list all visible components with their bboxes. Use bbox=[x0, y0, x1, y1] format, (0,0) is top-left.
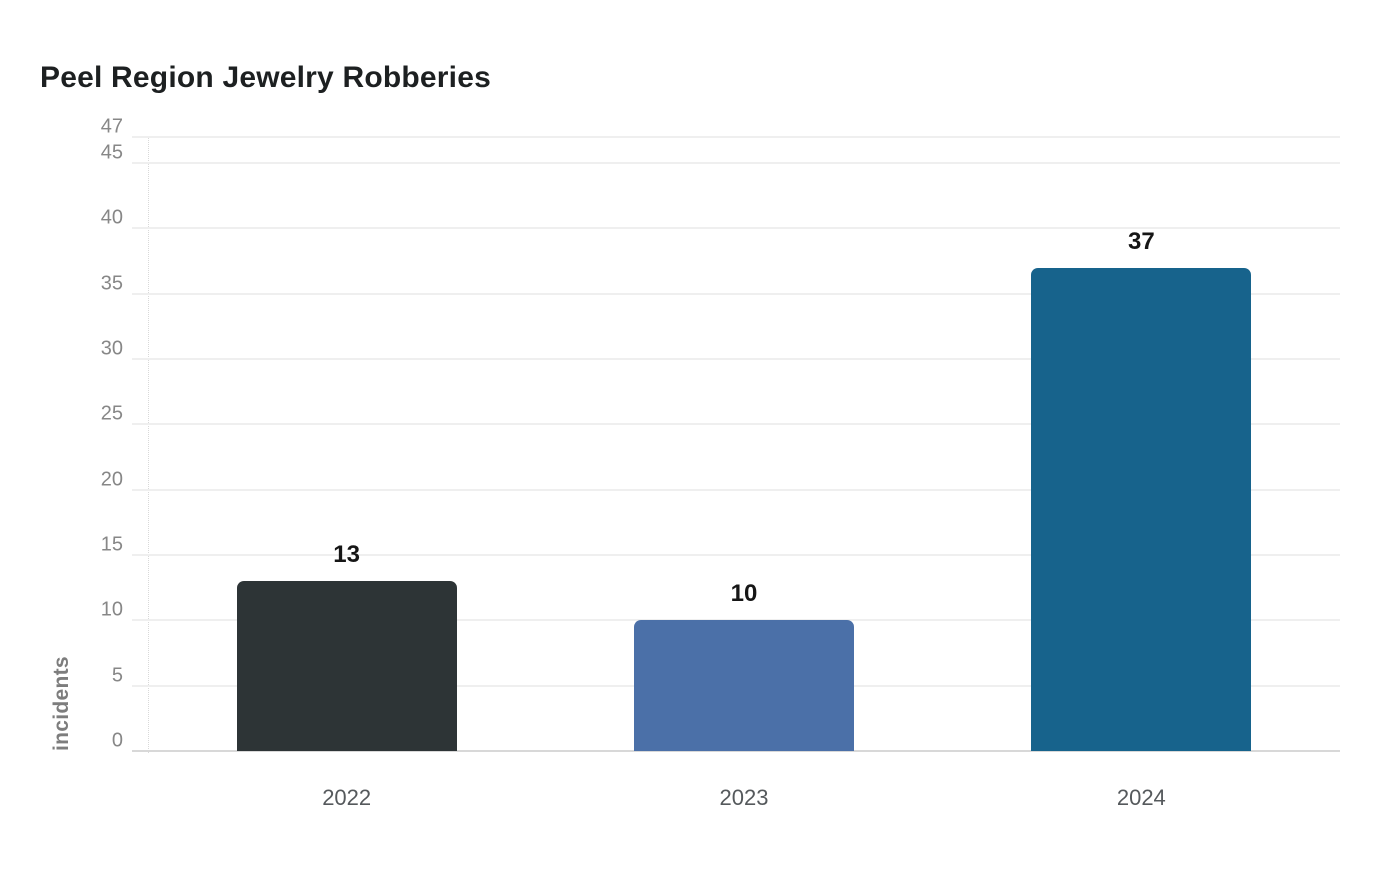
bar-value-label: 37 bbox=[1127, 227, 1155, 255]
y-tick-label: 35 bbox=[100, 272, 123, 295]
y-tick-label: 20 bbox=[100, 468, 123, 491]
bar-value-label: 10 bbox=[730, 580, 758, 608]
y-tick-label: 30 bbox=[100, 337, 123, 360]
plot-area: incidents 0 5 10 15 20 25 30 35 40 45 47 13 2022 10 20… bbox=[50, 116, 1340, 810]
gridline bbox=[132, 358, 1340, 361]
y-axis-line bbox=[148, 137, 149, 753]
y-tick-label: 25 bbox=[100, 402, 123, 425]
gridline bbox=[132, 162, 1340, 165]
chart-title: Peel Region Jewelry Robberies bbox=[40, 61, 491, 94]
x-tick-label: 2024 bbox=[1116, 785, 1166, 810]
x-axis-baseline bbox=[132, 750, 1340, 752]
y-tick-label: 15 bbox=[100, 533, 123, 556]
gridline bbox=[132, 554, 1340, 557]
bar-2022 bbox=[236, 581, 457, 751]
y-tick-label: 10 bbox=[100, 598, 123, 621]
gridline bbox=[132, 488, 1340, 491]
bar-2024 bbox=[1031, 267, 1252, 751]
gridline bbox=[132, 227, 1340, 230]
bar-2023 bbox=[634, 620, 854, 751]
gridline bbox=[132, 423, 1340, 426]
x-tick-label: 2022 bbox=[322, 785, 372, 810]
bar-value-label: 13 bbox=[333, 541, 360, 569]
gridline bbox=[132, 136, 1340, 138]
gridline bbox=[132, 292, 1340, 295]
x-tick-label: 2023 bbox=[719, 785, 769, 810]
y-tick-label: 45 bbox=[100, 141, 123, 164]
y-axis-title: incidents bbox=[50, 656, 73, 751]
y-tick-label: 40 bbox=[100, 206, 123, 229]
y-tick-label: 0 bbox=[111, 729, 123, 752]
y-tick-label: 5 bbox=[111, 664, 123, 687]
y-tick-label: 47 bbox=[100, 115, 123, 138]
